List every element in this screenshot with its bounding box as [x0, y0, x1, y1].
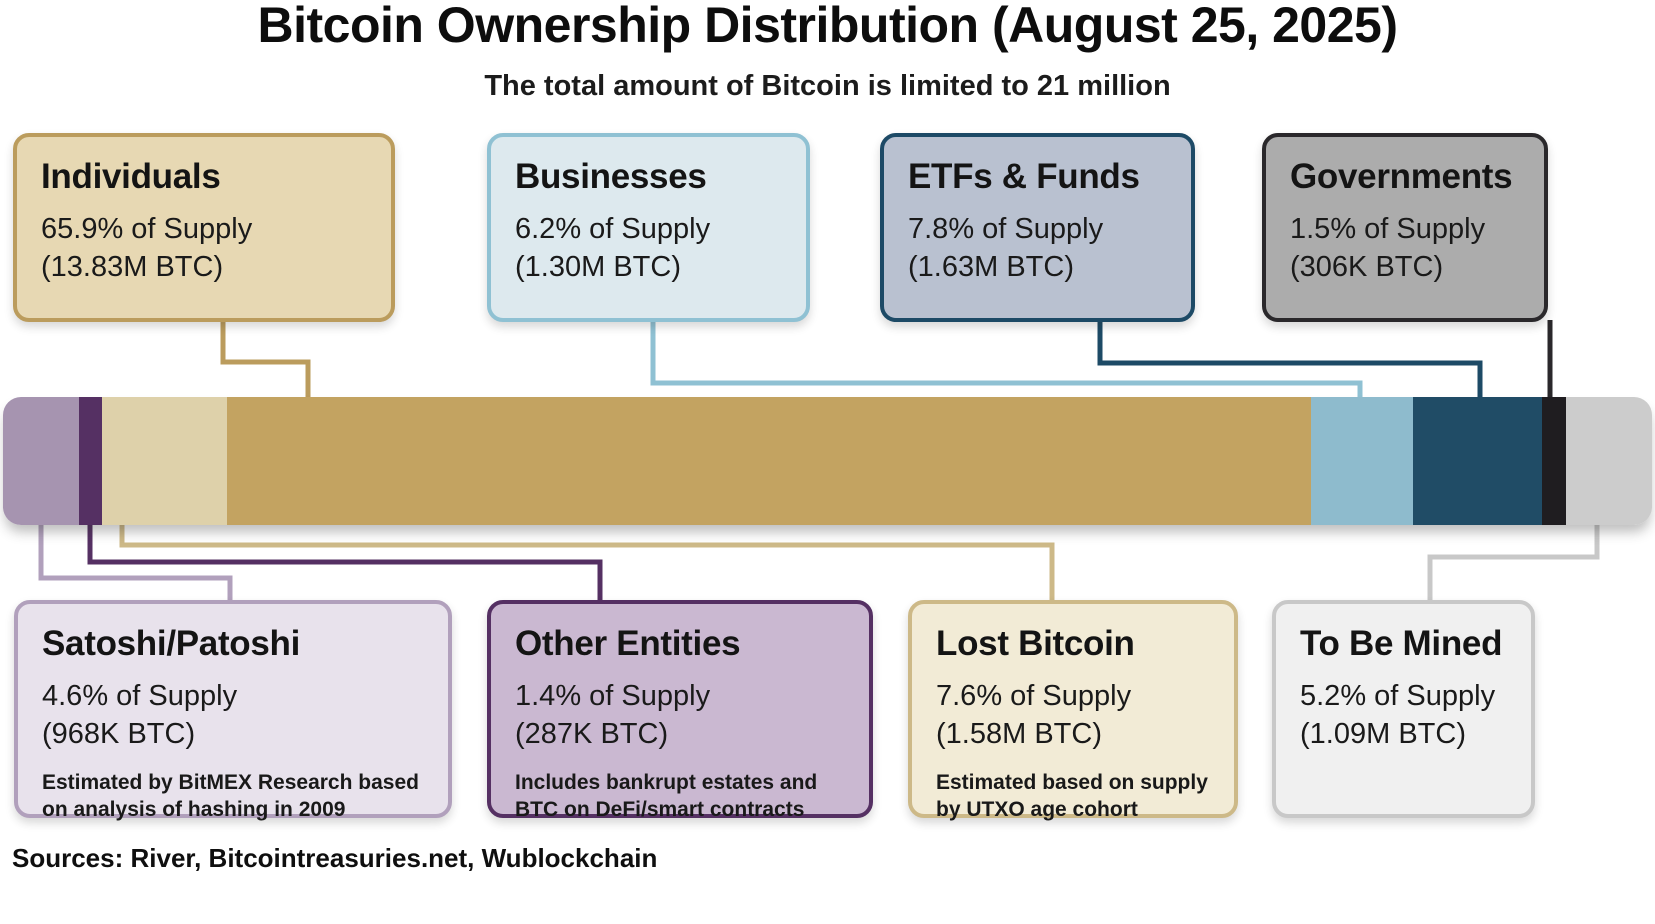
- card-title: Governments: [1290, 157, 1513, 196]
- card-btc: (13.83M BTC): [41, 251, 224, 284]
- connector-individuals: [220, 320, 311, 400]
- card-percent: 65.9% of Supply: [41, 213, 253, 245]
- bar-segment-individuals: [226, 397, 1312, 525]
- connector-to-be-mined: [1427, 522, 1600, 602]
- card-governments: Governments 1.5% of Supply (306K BTC): [1262, 133, 1548, 322]
- bar-segment-lost-bitcoin: [101, 397, 227, 525]
- card-btc: (1.63M BTC): [908, 251, 1074, 284]
- card-title: To Be Mined: [1300, 624, 1503, 663]
- card-btc: (1.58M BTC): [936, 718, 1102, 751]
- card-title: Satoshi/Patoshi: [42, 624, 301, 663]
- card-btc: (1.30M BTC): [515, 251, 681, 284]
- bar-segment-to-be-mined: [1566, 397, 1652, 525]
- sources-note: Sources: River, Bitcointreasuries.net, W…: [12, 843, 658, 873]
- connector-businesses: [650, 320, 1363, 400]
- connector-satoshi-patoshi: [38, 522, 233, 602]
- card-title: Individuals: [41, 157, 221, 196]
- card-note: Includes bankrupt estates and BTC on DeF…: [515, 770, 818, 822]
- bar-segment-satoshi-patoshi: [3, 397, 79, 525]
- card-title: ETFs & Funds: [908, 157, 1140, 196]
- card-title: Other Entities: [515, 624, 741, 663]
- bar-segment-businesses: [1311, 397, 1414, 525]
- card-percent: 4.6% of Supply: [42, 680, 238, 712]
- bar-segment-governments: [1541, 397, 1567, 525]
- ownership-bar: [3, 397, 1652, 525]
- card-individuals: Individuals 65.9% of Supply (13.83M BTC): [13, 133, 395, 322]
- card-btc: (287K BTC): [515, 718, 669, 751]
- card-btc: (1.09M BTC): [1300, 718, 1466, 751]
- connector-etfs-funds: [1097, 320, 1483, 400]
- bar-segment-etfs-funds: [1413, 397, 1542, 525]
- card-btc: (968K BTC): [42, 718, 196, 751]
- card-title: Lost Bitcoin: [936, 624, 1135, 663]
- card-percent: 5.2% of Supply: [1300, 680, 1496, 712]
- card-percent: 1.5% of Supply: [1290, 213, 1486, 245]
- card-lost-bitcoin: Lost Bitcoin 7.6% of Supply (1.58M BTC) …: [908, 600, 1238, 821]
- card-businesses: Businesses 6.2% of Supply (1.30M BTC): [487, 133, 810, 322]
- card-note: Estimated based on supply by UTXO age co…: [936, 770, 1208, 822]
- card-title: Businesses: [515, 157, 707, 196]
- card-other-entities: Other Entities 1.4% of Supply (287K BTC)…: [487, 600, 873, 821]
- bar-segment-other-entities: [78, 397, 102, 525]
- connector-lost-bitcoin: [119, 522, 1055, 602]
- page-subtitle: The total amount of Bitcoin is limited t…: [484, 70, 1171, 102]
- card-percent: 7.8% of Supply: [908, 213, 1104, 245]
- card-to-be-mined: To Be Mined 5.2% of Supply (1.09M BTC): [1272, 600, 1535, 818]
- card-percent: 7.6% of Supply: [936, 680, 1132, 712]
- card-percent: 6.2% of Supply: [515, 213, 711, 245]
- card-percent: 1.4% of Supply: [515, 680, 711, 712]
- card-btc: (306K BTC): [1290, 251, 1444, 284]
- page-title: Bitcoin Ownership Distribution (August 2…: [257, 0, 1398, 53]
- card-satoshi-patoshi: Satoshi/Patoshi 4.6% of Supply (968K BTC…: [14, 600, 452, 821]
- card-note: Estimated by BitMEX Research based on an…: [42, 770, 419, 822]
- card-etfs-funds: ETFs & Funds 7.8% of Supply (1.63M BTC): [880, 133, 1195, 322]
- connector-other-entities: [87, 522, 603, 602]
